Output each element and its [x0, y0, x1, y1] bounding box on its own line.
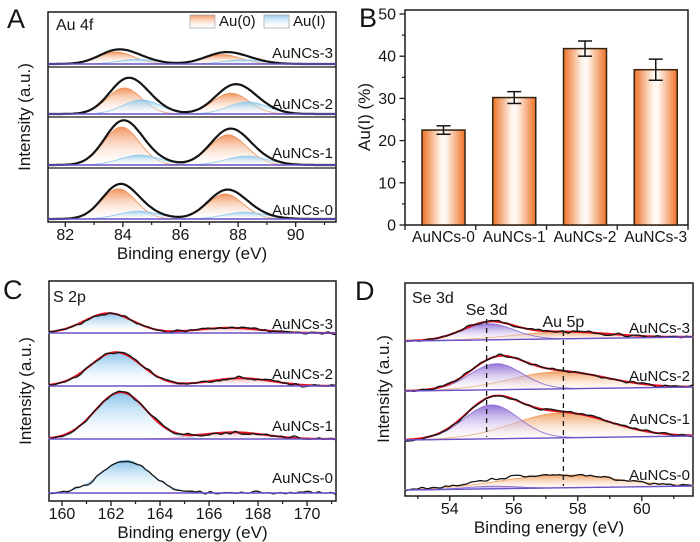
x-axis-title: Binding energy (eV) — [117, 244, 267, 263]
trace-label-AuNCs-3: AuNCs-3 — [629, 320, 690, 337]
y-tick-label: 30 — [378, 91, 396, 108]
x-tick-label: 168 — [245, 506, 272, 523]
raw-data-AuNCs-1 — [48, 390, 337, 441]
bar-AuNCs-0 — [421, 129, 466, 226]
y-tick-label: 50 — [378, 7, 396, 24]
y-tick-label: 0 — [387, 218, 396, 235]
bar-AuNCs-1 — [492, 96, 537, 226]
x-tick-label: 164 — [147, 506, 174, 523]
trace-label-AuNCs-0: AuNCs-0 — [629, 467, 690, 484]
y-tick-label: 10 — [378, 175, 396, 192]
panel-a-au4f-spectra: 82 84 86 88 90 Binding energy (eV) Intensity (… — [15, 11, 337, 263]
raw-data-AuNCs-3 — [48, 312, 337, 336]
trace-label-AuNCs-1: AuNCs-1 — [272, 418, 333, 435]
panel-b-au1-bar-chart: 0 10 20 30 40 50 Au(I) (%) AuNCs-0 AuNCs-1 AuNCs-… — [355, 7, 689, 246]
x-axis-title: Binding energy (eV) — [474, 518, 624, 537]
baseline-AuNCs-1 — [404, 435, 694, 441]
annotation-label-1: Au 5p — [542, 314, 584, 331]
trace-label-AuNCs-1: AuNCs-1 — [272, 145, 333, 162]
legend-swatch-au0 — [189, 14, 216, 29]
x-tick-label: 88 — [229, 227, 247, 244]
x-tick-label: 60 — [633, 501, 651, 518]
category-label-AuNCs-1: AuNCs-1 — [483, 229, 546, 246]
trace-label-AuNCs-0: AuNCs-0 — [272, 202, 333, 219]
x-tick-label: 166 — [196, 506, 223, 523]
y-axis-title: Intensity (a.u.) — [15, 63, 34, 171]
trace-label-AuNCs-2: AuNCs-2 — [272, 366, 333, 383]
panel-c-letter: C — [3, 275, 23, 305]
envelope-AuNCs-2 — [48, 76, 336, 116]
raw-data-AuNCs-2 — [48, 351, 337, 388]
x-tick-label: 56 — [505, 501, 523, 518]
envelope-AuNCs-0 — [48, 182, 336, 221]
panel-b-letter: B — [359, 3, 378, 33]
y-axis-title: Au(I) (%) — [355, 83, 374, 151]
y-tick-label: 20 — [378, 133, 396, 150]
trace-label-AuNCs-3: AuNCs-3 — [272, 316, 333, 333]
baseline-AuNCs-2 — [404, 386, 694, 392]
panel-c-s2p-spectra: 160 162 164 166 168 170 Binding energy (eV) Int… — [16, 280, 337, 542]
y-axis-title: Intensity (a.u.) — [374, 335, 393, 443]
legend-swatch-au1 — [263, 14, 290, 29]
bar-AuNCs-3 — [633, 68, 678, 226]
x-tick-label: 170 — [294, 506, 321, 523]
trace-label-AuNCs-1: AuNCs-1 — [629, 411, 690, 428]
raw-data-AuNCs-2 — [404, 353, 694, 393]
x-tick-label: 162 — [98, 506, 125, 523]
region-label: Au 4f — [56, 17, 94, 34]
raw-data-AuNCs-1 — [405, 395, 694, 442]
panel-a-letter: A — [7, 4, 26, 34]
annotation-label-0: Se 3d — [466, 302, 508, 319]
category-label-AuNCs-0: AuNCs-0 — [412, 229, 475, 246]
plot-frame — [48, 280, 337, 502]
panel-d-letter: D — [355, 276, 375, 306]
region-label: S 2p — [53, 289, 86, 306]
x-tick-label: 84 — [114, 227, 132, 244]
region-label: Se 3d — [412, 290, 454, 307]
raw-data-AuNCs-0 — [404, 473, 694, 492]
baseline-AuNCs-3 — [404, 336, 694, 342]
x-tick-label: 90 — [287, 227, 305, 244]
x-tick-label: 86 — [172, 227, 190, 244]
trace-label-AuNCs-2: AuNCs-2 — [272, 96, 333, 113]
y-axis-title: Intensity (a.u.) — [16, 337, 35, 445]
y-tick-label: 40 — [378, 49, 396, 66]
legend-label: Au(0) — [219, 13, 256, 30]
legend-label: Au(I) — [293, 13, 326, 30]
baseline-AuNCs-0 — [404, 485, 694, 491]
x-tick-label: 58 — [569, 501, 587, 518]
panel-d-se3d-spectra: 54 56 58 60 Binding energy (eV) Intensity (a.… — [374, 282, 694, 537]
category-label-AuNCs-2: AuNCs-2 — [554, 229, 617, 246]
plot-frame — [404, 282, 694, 497]
trace-label-AuNCs-3: AuNCs-3 — [272, 45, 333, 62]
x-tick-label: 82 — [56, 227, 74, 244]
x-tick-label: 54 — [441, 501, 459, 518]
trace-label-AuNCs-2: AuNCs-2 — [629, 368, 690, 385]
x-tick-label: 160 — [49, 506, 76, 523]
envelope-AuNCs-1 — [48, 119, 336, 167]
raw-data-AuNCs-3 — [404, 319, 694, 343]
trace-label-AuNCs-0: AuNCs-0 — [272, 470, 333, 487]
bar-AuNCs-2 — [562, 47, 608, 226]
category-label-AuNCs-3: AuNCs-3 — [624, 229, 687, 246]
x-axis-title: Binding energy (eV) — [117, 523, 267, 542]
